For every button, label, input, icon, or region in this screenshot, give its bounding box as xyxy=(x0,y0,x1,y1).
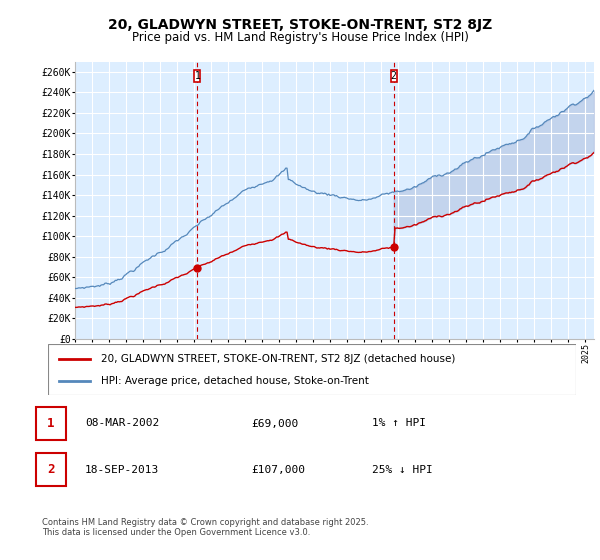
Text: HPI: Average price, detached house, Stoke-on-Trent: HPI: Average price, detached house, Stok… xyxy=(101,376,368,386)
Text: £69,000: £69,000 xyxy=(251,418,298,428)
FancyBboxPatch shape xyxy=(194,70,200,82)
FancyBboxPatch shape xyxy=(35,453,66,486)
Text: 18-SEP-2013: 18-SEP-2013 xyxy=(85,465,160,475)
Text: 20, GLADWYN STREET, STOKE-ON-TRENT, ST2 8JZ: 20, GLADWYN STREET, STOKE-ON-TRENT, ST2 … xyxy=(108,18,492,32)
Text: 2: 2 xyxy=(47,463,55,476)
Text: Contains HM Land Registry data © Crown copyright and database right 2025.
This d: Contains HM Land Registry data © Crown c… xyxy=(42,518,368,538)
Bar xyxy=(197,62,394,339)
FancyBboxPatch shape xyxy=(391,70,397,82)
Text: 08-MAR-2002: 08-MAR-2002 xyxy=(85,418,160,428)
Text: Price paid vs. HM Land Registry's House Price Index (HPI): Price paid vs. HM Land Registry's House … xyxy=(131,31,469,44)
Text: 1: 1 xyxy=(194,71,200,81)
Text: £107,000: £107,000 xyxy=(251,465,305,475)
Text: 2: 2 xyxy=(391,71,397,81)
FancyBboxPatch shape xyxy=(48,344,576,395)
Text: 1: 1 xyxy=(47,417,55,430)
Text: 1% ↑ HPI: 1% ↑ HPI xyxy=(372,418,426,428)
Text: 25% ↓ HPI: 25% ↓ HPI xyxy=(372,465,433,475)
Text: 20, GLADWYN STREET, STOKE-ON-TRENT, ST2 8JZ (detached house): 20, GLADWYN STREET, STOKE-ON-TRENT, ST2 … xyxy=(101,353,455,363)
FancyBboxPatch shape xyxy=(35,407,66,440)
